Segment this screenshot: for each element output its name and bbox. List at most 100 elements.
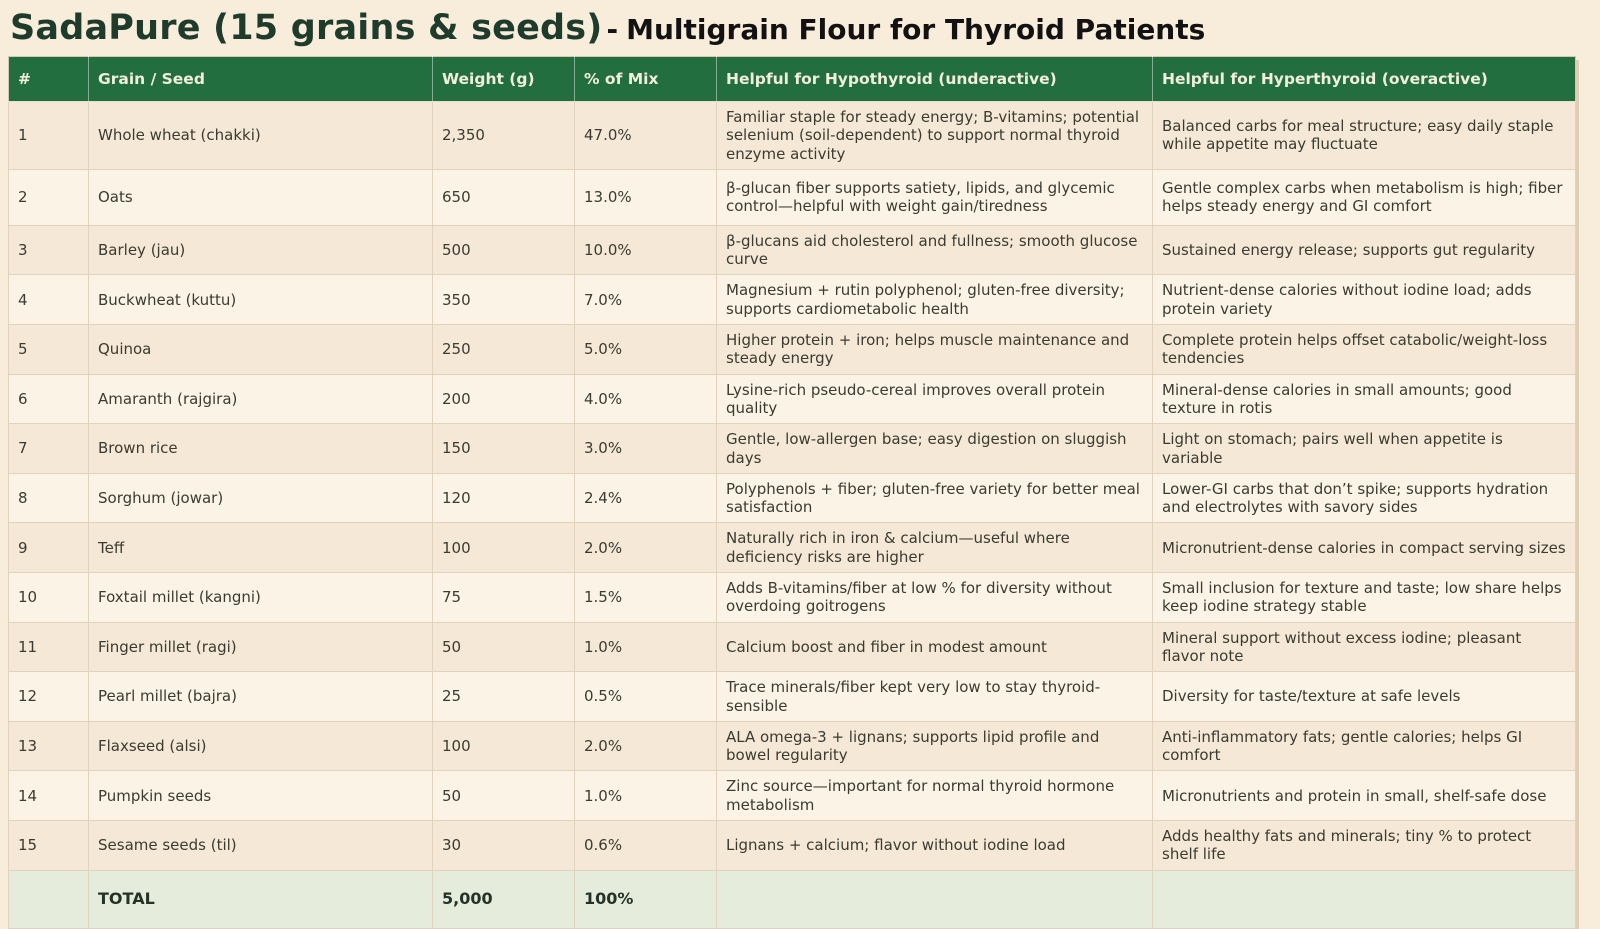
- table-row: 8 Sorghum (jowar) 120 2.4% Polyphenols + fib…: [8, 472, 1576, 524]
- hypo-benefit-cell: Trace minerals/fiber kept very low to st…: [716, 671, 1153, 722]
- title-brand: SadaPure (15 grains & seeds): [10, 8, 603, 48]
- hypo-benefit-cell: Zinc source—important for normal thyroid…: [716, 770, 1153, 822]
- hypo-benefit-cell: β-glucan fiber supports satiety, lipids,…: [716, 168, 1153, 226]
- hypo-benefit-cell: Lysine-rich pseudo-cereal improves overa…: [716, 373, 1153, 425]
- table-row: 4 Buckwheat (kuttu) 350 7.0% Magnesium + rut…: [8, 274, 1576, 326]
- hypo-benefit-cell: Higher protein + iron; helps muscle main…: [716, 324, 1153, 375]
- hyper-benefit-cell: Light on stomach; pairs well when appeti…: [1152, 423, 1576, 474]
- hypo-benefit-cell: Familiar staple for steady energy; B-vit…: [716, 101, 1153, 170]
- grain-mix-table: # Grain / Seed Weight (g) % of Mix Helpf…: [8, 56, 1576, 929]
- table-body: 1 Whole wheat (chakki) 2,350 47.0% Familiar …: [8, 101, 1576, 871]
- hypo-benefit-cell: Naturally rich in iron & calcium—useful …: [716, 522, 1153, 574]
- row-num-cell: 11: [8, 621, 89, 673]
- table-row: 6 Amaranth (rajgira) 200 4.0% Lysine-rich ps…: [8, 373, 1576, 425]
- column-header-pct: % of Mix: [574, 56, 717, 102]
- total-weight-cell: 5,000: [432, 869, 575, 929]
- pct-cell: 2.0%: [574, 522, 717, 574]
- grain-name-cell: Sorghum (jowar): [88, 472, 433, 524]
- pct-cell: 13.0%: [574, 168, 717, 226]
- table-row: 2 Oats 650 13.0% β-glucan fiber supports sat…: [8, 168, 1576, 226]
- row-num-cell: 7: [8, 423, 89, 474]
- hyper-benefit-cell: Mineral-dense calories in small amounts;…: [1152, 373, 1576, 425]
- grain-name-cell: Barley (jau): [88, 224, 433, 276]
- title-separator: -: [606, 13, 619, 46]
- hypo-benefit-cell: ALA omega-3 + lignans; supports lipid pr…: [716, 720, 1153, 772]
- grain-name-cell: Whole wheat (chakki): [88, 101, 433, 170]
- row-num-cell: 10: [8, 572, 89, 623]
- hypo-benefit-cell: Magnesium + rutin polyphenol; gluten-fre…: [716, 274, 1153, 326]
- grain-name-cell: Sesame seeds (til): [88, 820, 433, 871]
- hyper-benefit-cell: Mineral support without excess iodine; p…: [1152, 621, 1576, 673]
- table-row: 13 Flaxseed (alsi) 100 2.0% ALA omega-3 + li…: [8, 720, 1576, 772]
- table-row: 1 Whole wheat (chakki) 2,350 47.0% Familiar …: [8, 101, 1576, 170]
- hyper-benefit-cell: Lower-GI carbs that don’t spike; support…: [1152, 472, 1576, 524]
- weight-cell: 50: [432, 770, 575, 822]
- total-pct-cell: 100%: [574, 869, 717, 929]
- table-row: 11 Finger millet (ragi) 50 1.0% Calcium boos…: [8, 621, 1576, 673]
- pct-cell: 1.5%: [574, 572, 717, 623]
- row-num-cell: 8: [8, 472, 89, 524]
- table-row: 12 Pearl millet (bajra) 25 0.5% Trace minera…: [8, 671, 1576, 722]
- row-num-cell: 6: [8, 373, 89, 425]
- weight-cell: 25: [432, 671, 575, 722]
- weight-cell: 75: [432, 572, 575, 623]
- row-num-cell: 2: [8, 168, 89, 226]
- row-num-cell: 14: [8, 770, 89, 822]
- total-hyper-cell: [1152, 869, 1576, 929]
- hyper-benefit-cell: Diversity for taste/texture at safe leve…: [1152, 671, 1576, 722]
- hypo-benefit-cell: Adds B-vitamins/fiber at low % for diver…: [716, 572, 1153, 623]
- hyper-benefit-cell: Adds healthy fats and minerals; tiny % t…: [1152, 820, 1576, 871]
- hyper-benefit-cell: Small inclusion for texture and taste; l…: [1152, 572, 1576, 623]
- weight-cell: 500: [432, 224, 575, 276]
- hypo-benefit-cell: Calcium boost and fiber in modest amount: [716, 621, 1153, 673]
- hyper-benefit-cell: Nutrient-dense calories without iodine l…: [1152, 274, 1576, 326]
- hypo-benefit-cell: β-glucans aid cholesterol and fullness; …: [716, 224, 1153, 276]
- row-num-cell: 3: [8, 224, 89, 276]
- hyper-benefit-cell: Anti-inflammatory fats; gentle calories;…: [1152, 720, 1576, 772]
- pct-cell: 4.0%: [574, 373, 717, 425]
- table-row: 10 Foxtail millet (kangni) 75 1.5% Adds B-vi…: [8, 572, 1576, 623]
- weight-cell: 30: [432, 820, 575, 871]
- row-num-cell: 12: [8, 671, 89, 722]
- table-row: 7 Brown rice 150 3.0% Gentle, low-allergen b…: [8, 423, 1576, 474]
- weight-cell: 50: [432, 621, 575, 673]
- weight-cell: 120: [432, 472, 575, 524]
- total-num-cell: [8, 869, 89, 929]
- column-header-num: #: [8, 56, 89, 102]
- row-num-cell: 9: [8, 522, 89, 574]
- weight-cell: 150: [432, 423, 575, 474]
- row-num-cell: 15: [8, 820, 89, 871]
- pct-cell: 5.0%: [574, 324, 717, 375]
- table-row: 14 Pumpkin seeds 50 1.0% Zinc source—importa…: [8, 770, 1576, 822]
- table-row: 9 Teff 100 2.0% Naturally rich in iron & cal…: [8, 522, 1576, 574]
- grain-name-cell: Oats: [88, 168, 433, 226]
- weight-cell: 100: [432, 522, 575, 574]
- hyper-benefit-cell: Complete protein helps offset catabolic/…: [1152, 324, 1576, 375]
- column-header-hypo: Helpful for Hypothyroid (underactive): [716, 56, 1153, 102]
- pct-cell: 2.0%: [574, 720, 717, 772]
- grain-name-cell: Pearl millet (bajra): [88, 671, 433, 722]
- weight-cell: 100: [432, 720, 575, 772]
- weight-cell: 350: [432, 274, 575, 326]
- pct-cell: 2.4%: [574, 472, 717, 524]
- table-row: 5 Quinoa 250 5.0% Higher protein + iron; hel…: [8, 324, 1576, 375]
- hypo-benefit-cell: Gentle, low-allergen base; easy digestio…: [716, 423, 1153, 474]
- grain-name-cell: Foxtail millet (kangni): [88, 572, 433, 623]
- grain-name-cell: Finger millet (ragi): [88, 621, 433, 673]
- row-num-cell: 1: [8, 101, 89, 170]
- hyper-benefit-cell: Balanced carbs for meal structure; easy …: [1152, 101, 1576, 170]
- pct-cell: 47.0%: [574, 101, 717, 170]
- total-label-cell: TOTAL: [88, 869, 433, 929]
- pct-cell: 3.0%: [574, 423, 717, 474]
- row-num-cell: 4: [8, 274, 89, 326]
- table-header: # Grain / Seed Weight (g) % of Mix Helpf…: [8, 56, 1576, 102]
- grain-name-cell: Quinoa: [88, 324, 433, 375]
- page-title: SadaPure (15 grains & seeds) - Multigrain …: [8, 6, 1600, 56]
- column-header-weight: Weight (g): [432, 56, 575, 102]
- hypo-benefit-cell: Lignans + calcium; flavor without iodine…: [716, 820, 1153, 871]
- pct-cell: 0.5%: [574, 671, 717, 722]
- table-footer: TOTAL 5,000 100%: [8, 869, 1576, 929]
- table-row: 15 Sesame seeds (til) 30 0.6% Lignans + calc…: [8, 820, 1576, 871]
- weight-cell: 250: [432, 324, 575, 375]
- grain-name-cell: Buckwheat (kuttu): [88, 274, 433, 326]
